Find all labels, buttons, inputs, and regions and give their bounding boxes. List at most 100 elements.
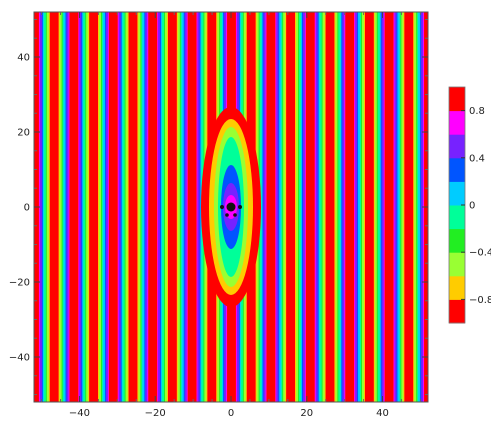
contour-band bbox=[286, 12, 296, 402]
contour-band bbox=[282, 12, 284, 402]
colorbar-band bbox=[449, 299, 465, 324]
colorbar-band bbox=[449, 157, 465, 182]
contour-band bbox=[85, 12, 87, 402]
contour-band bbox=[341, 12, 343, 402]
contour-band bbox=[363, 12, 366, 402]
contour-band bbox=[69, 12, 79, 402]
contour-band bbox=[105, 12, 109, 402]
contour-band bbox=[58, 12, 61, 402]
contour-band bbox=[262, 12, 265, 402]
contour-band bbox=[147, 12, 149, 402]
colorbar-tick-label: −0.4 bbox=[469, 248, 491, 259]
contour-band bbox=[176, 12, 179, 402]
contour-band bbox=[127, 12, 130, 402]
contour-band bbox=[157, 12, 159, 402]
contour-band bbox=[374, 12, 378, 402]
center-perturbation bbox=[201, 107, 261, 307]
contour-band bbox=[187, 12, 198, 402]
contour-band bbox=[413, 12, 415, 402]
x-tick-label: 20 bbox=[300, 408, 313, 419]
contour-band bbox=[165, 12, 168, 402]
contour-band bbox=[102, 12, 106, 402]
contour-band bbox=[381, 12, 385, 402]
contour-band bbox=[364, 12, 375, 402]
colorbar-band bbox=[449, 228, 465, 253]
contour-band bbox=[61, 12, 64, 402]
contour-band bbox=[298, 12, 302, 402]
colorbar-tick-label: −0.8 bbox=[469, 295, 491, 306]
contour-band bbox=[361, 12, 363, 402]
x-tick-label: −20 bbox=[145, 408, 166, 419]
contour-band bbox=[88, 12, 90, 402]
contour-band bbox=[340, 12, 342, 402]
contour-band bbox=[68, 12, 71, 402]
contour-band bbox=[261, 12, 264, 402]
contour-band bbox=[399, 12, 402, 402]
contour-band bbox=[345, 12, 355, 402]
colorbar: 0.8 0.4 0 −0.4 −0.8 bbox=[448, 86, 491, 324]
contour-band bbox=[263, 12, 267, 402]
contour-band bbox=[337, 12, 339, 402]
contour-band bbox=[42, 12, 45, 402]
contour-band bbox=[384, 12, 395, 402]
contour-band bbox=[124, 12, 127, 402]
contour-band bbox=[140, 12, 142, 402]
colorbar-tick-label: 0 bbox=[469, 201, 475, 212]
contour-band bbox=[334, 12, 337, 402]
contour-band bbox=[358, 12, 361, 402]
contour-band bbox=[322, 12, 326, 402]
contour-band bbox=[101, 12, 104, 402]
contour-band bbox=[196, 12, 199, 402]
contour-band bbox=[121, 12, 124, 402]
axes: −40 −20 0 20 40 40 20 0 −20 −40 bbox=[9, 12, 428, 419]
contour-band bbox=[295, 12, 297, 402]
contour-band bbox=[302, 12, 306, 402]
contour-band bbox=[104, 12, 107, 402]
colorbar-band bbox=[449, 205, 465, 230]
contour-band bbox=[46, 12, 50, 402]
contour-band bbox=[362, 12, 365, 402]
contour-band bbox=[414, 12, 417, 402]
contour-band bbox=[125, 12, 129, 402]
y-tick-label: −20 bbox=[9, 278, 30, 289]
contour-band bbox=[380, 12, 383, 402]
center-core bbox=[226, 202, 236, 212]
contour-band bbox=[166, 12, 169, 402]
contour-band bbox=[278, 12, 280, 402]
contour-band bbox=[99, 12, 102, 402]
contour-band bbox=[319, 12, 323, 402]
contour-band bbox=[279, 12, 282, 402]
contour-band bbox=[265, 12, 268, 402]
contour-band bbox=[300, 12, 303, 402]
contour-band bbox=[335, 12, 338, 402]
contour-band bbox=[160, 12, 162, 402]
contour-band bbox=[108, 12, 119, 402]
contour-band bbox=[49, 12, 60, 402]
contour-band bbox=[416, 12, 418, 402]
contour-band bbox=[394, 12, 398, 402]
y-tick-label: 20 bbox=[17, 128, 30, 139]
contour-band bbox=[79, 12, 82, 402]
contour-band bbox=[167, 12, 178, 402]
contour-band bbox=[376, 12, 379, 402]
contour-band bbox=[98, 12, 100, 402]
contour-band bbox=[355, 12, 358, 402]
x-tick-label: −40 bbox=[69, 408, 90, 419]
contour-band bbox=[48, 12, 51, 402]
contour-band bbox=[181, 12, 185, 402]
contour-band bbox=[197, 12, 201, 402]
contour-band bbox=[281, 12, 283, 402]
contour-band bbox=[304, 12, 307, 402]
contour-band bbox=[301, 12, 304, 402]
contour-band bbox=[379, 12, 382, 402]
contour-band bbox=[82, 12, 84, 402]
colorbar-band bbox=[449, 87, 465, 112]
colorbar-band bbox=[449, 275, 465, 300]
contour-band bbox=[314, 12, 317, 402]
contour-band bbox=[305, 12, 316, 402]
contour-band bbox=[393, 12, 396, 402]
contour-band bbox=[396, 12, 399, 402]
colorbar-tick-label: 0.8 bbox=[469, 106, 485, 117]
contour-band bbox=[373, 12, 376, 402]
contour-band bbox=[400, 12, 403, 402]
